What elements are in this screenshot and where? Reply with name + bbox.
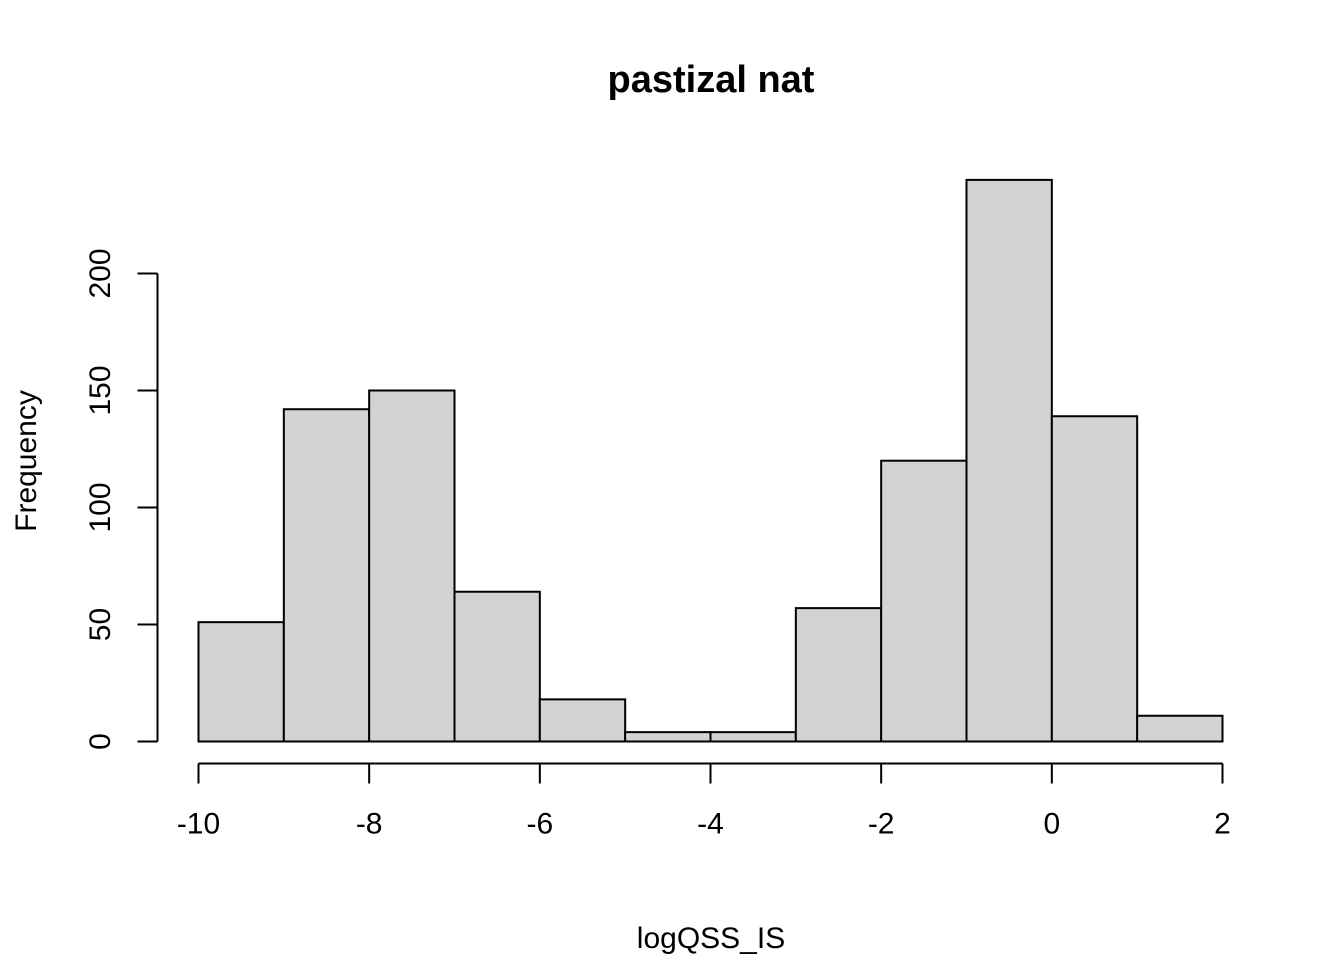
histogram-bar-11 — [1136, 714, 1224, 743]
x-axis: -10 -8 -6 -4 -2 0 2 — [177, 762, 1231, 841]
y-tick-label-3: 150 — [84, 365, 117, 415]
histogram-bar-7 — [794, 607, 883, 743]
histogram-bar-2 — [368, 389, 456, 743]
x-tick-label-3: -4 — [697, 808, 724, 841]
x-axis-label: logQSS_IS — [637, 922, 785, 955]
histogram-bar-6 — [709, 731, 797, 743]
y-tick-label-1: 50 — [84, 608, 117, 641]
histogram-bar-5 — [624, 731, 712, 743]
histogram-bar-1 — [282, 408, 371, 743]
histogram-bar-3 — [453, 590, 541, 743]
histogram-bar-0 — [197, 621, 285, 743]
x-tick-label-0: -10 — [177, 808, 220, 841]
histogram-bar-9 — [965, 178, 1053, 743]
y-tick-label-0: 0 — [84, 733, 117, 750]
x-tick-label-1: -8 — [356, 808, 383, 841]
bars-group — [197, 178, 1224, 743]
histogram-bar-8 — [880, 459, 968, 743]
x-tick-label-6: 2 — [1214, 808, 1231, 841]
y-axis-label: Frequency — [10, 390, 43, 532]
y-tick-label-2: 100 — [84, 482, 117, 532]
x-tick-label-5: 0 — [1043, 808, 1060, 841]
y-axis: 0 50 100 150 200 — [84, 248, 159, 750]
histogram-bar-10 — [1050, 415, 1139, 743]
histogram-bar-4 — [538, 698, 627, 743]
x-tick-label-4: -2 — [868, 808, 895, 841]
chart-title: pastizal nat — [608, 59, 815, 101]
x-tick-label-2: -6 — [526, 808, 553, 841]
y-tick-label-4: 200 — [84, 248, 117, 298]
